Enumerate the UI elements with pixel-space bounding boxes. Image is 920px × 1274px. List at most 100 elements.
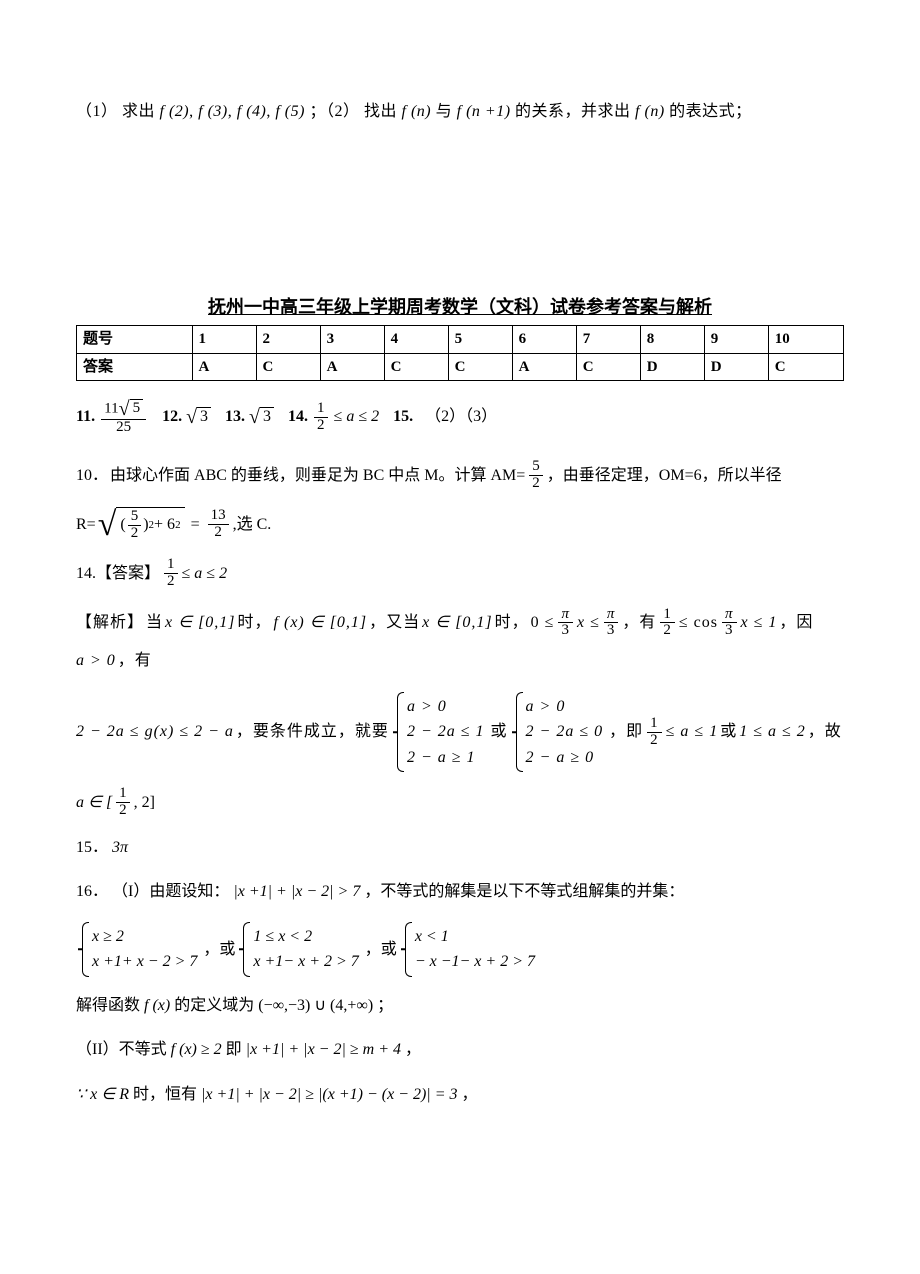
text: 求出 bbox=[122, 103, 155, 120]
radicand: 3 bbox=[197, 407, 211, 426]
text: ,选 C. bbox=[233, 507, 272, 542]
row: x +1+ x − 2 > 7 bbox=[92, 949, 197, 975]
expr: ≤ a ≤ 1 bbox=[666, 714, 719, 749]
expr: 1 ≤ a ≤ 2 bbox=[739, 714, 806, 749]
denominator: 3 bbox=[604, 623, 619, 639]
answer-cell: A bbox=[512, 353, 576, 381]
numerator: 1 bbox=[314, 401, 328, 418]
num: 13. bbox=[225, 405, 245, 429]
denominator: 25 bbox=[101, 420, 146, 436]
expr-f2: f (2) bbox=[160, 103, 190, 120]
expr: f (x) bbox=[144, 997, 174, 1014]
answer-cell: C bbox=[576, 353, 640, 381]
answer-cell: D bbox=[640, 353, 704, 381]
part1-label: （1） bbox=[76, 103, 118, 120]
brace-icon bbox=[78, 922, 88, 977]
frac-pi3-c: π 3 bbox=[722, 607, 737, 640]
brace-icon bbox=[401, 922, 411, 977]
expr: ∵ x ∈ R bbox=[76, 1086, 133, 1103]
brace-icon bbox=[239, 922, 249, 977]
solution-14-line3: a ∈ [ 1 2 , 2] bbox=[76, 786, 844, 819]
cases-body: 1 ≤ x < 2 x +1− x + 2 > 7 bbox=[249, 922, 360, 977]
text: ， bbox=[405, 1041, 421, 1058]
answer-cell: C bbox=[448, 353, 512, 381]
solution-16-domain: 解得函数 f (x) 的定义域为 (−∞,−3) ∪ (4,+∞) ； bbox=[76, 991, 844, 1021]
label: 10． bbox=[76, 458, 108, 493]
solution-16-last: ∵ x ∈ R 时，恒有 |x +1| + |x − 2| ≥ |(x +1) … bbox=[76, 1080, 844, 1110]
cases-body: a > 0 2 − 2a ≤ 1 2 − a ≥ 1 bbox=[403, 692, 487, 773]
text: 找出 bbox=[364, 103, 397, 120]
header-label: 题号 bbox=[77, 326, 193, 354]
numerator: 11√5 bbox=[101, 399, 146, 420]
row: x +1− x + 2 > 7 bbox=[253, 949, 358, 975]
expr-fn-2: f (n) bbox=[635, 103, 665, 120]
fill-answers-row: 11. 11√5 25 12. √3 13. √3 14. 1 2 ≤ a ≤ … bbox=[76, 399, 844, 436]
col-num: 4 bbox=[384, 326, 448, 354]
sep: ，或 bbox=[203, 932, 235, 967]
col-num: 1 bbox=[192, 326, 256, 354]
table-row: 答案 A C A C C A C D D C bbox=[77, 353, 844, 381]
text: ，又当 bbox=[369, 605, 420, 640]
numerator: π bbox=[722, 607, 737, 624]
text: ； bbox=[377, 997, 393, 1014]
numerator: 1 bbox=[660, 607, 675, 624]
col-num: 6 bbox=[512, 326, 576, 354]
col-num: 9 bbox=[704, 326, 768, 354]
page: （1） 求出 f (2), f (3), f (4), f (5) ；（2） 找… bbox=[0, 0, 920, 1164]
answer-key-title: 抚州一中高三年级上学期周考数学（文科）试卷参考答案与解析 bbox=[76, 294, 844, 321]
frac-res: 13 2 bbox=[208, 508, 229, 541]
denominator: 2 bbox=[660, 623, 675, 639]
label: 14.【答案】 bbox=[76, 556, 160, 591]
solution-16-line1: 16． （I）由题设知： |x +1| + |x − 2| > 7 ，不等式的解… bbox=[76, 877, 844, 907]
expr: a > 0 bbox=[76, 643, 116, 678]
table-row: 题号 1 2 3 4 5 6 7 8 9 10 bbox=[77, 326, 844, 354]
row: x < 1 bbox=[415, 924, 535, 950]
radicand: ( 5 2 )2 + 62 bbox=[116, 507, 184, 542]
text: 时， bbox=[495, 605, 529, 640]
sqrt: √5 bbox=[119, 399, 143, 419]
abs-expr: |x +1| + |x − 2| ≥ m + 4 bbox=[246, 1041, 401, 1058]
radical-icon: √ bbox=[119, 399, 130, 419]
numerator: 5 bbox=[128, 509, 142, 526]
expr: f (x) ∈ [0,1] bbox=[274, 605, 368, 640]
radicand: 3 bbox=[260, 407, 274, 426]
jiexi-label: 【解析】 bbox=[76, 605, 144, 640]
solution-16-part2: （II）不等式 f (x) ≥ 2 即 |x +1| + |x − 2| ≥ m… bbox=[76, 1035, 844, 1065]
row: a > 0 bbox=[407, 694, 485, 720]
sep: ，或 bbox=[365, 932, 397, 967]
expr-fn: f (n) bbox=[402, 103, 432, 120]
val: 3π bbox=[112, 839, 128, 856]
answer-cell: A bbox=[192, 353, 256, 381]
frac: 1 2 bbox=[164, 557, 178, 590]
answer-cell: C bbox=[768, 353, 843, 381]
denominator: 3 bbox=[722, 623, 737, 639]
frac: 1 2 bbox=[314, 401, 328, 434]
solution-10-line2: R= √ ( 5 2 )2 + 62 = 13 2 ,选 C. bbox=[76, 507, 844, 542]
row: x ≥ 2 bbox=[92, 924, 197, 950]
part2-label: （II）不等式 bbox=[76, 1041, 167, 1058]
col-num: 3 bbox=[320, 326, 384, 354]
text: 由球心作面 ABC 的垂线，则垂足为 BC 中点 M。计算 AM= bbox=[110, 458, 525, 493]
solution-10: 10． 由球心作面 ABC 的垂线，则垂足为 BC 中点 M。计算 AM= 5 … bbox=[76, 458, 844, 493]
item-12: 12. √3 bbox=[162, 405, 211, 429]
cases-2: 1 ≤ x < 2 x +1− x + 2 > 7 bbox=[239, 922, 360, 977]
radical-icon: √ bbox=[98, 508, 117, 542]
plus: + 6 bbox=[154, 507, 175, 542]
solution-14-line2: 2 − 2a ≤ g(x) ≤ 2 − a ，要条件成立，就要 a > 0 2 … bbox=[76, 692, 844, 773]
answer-cell: A bbox=[320, 353, 384, 381]
part2-label: ；（2） bbox=[309, 103, 359, 120]
denominator: 2 bbox=[529, 476, 543, 492]
text: 当 bbox=[146, 605, 163, 640]
numerator: 13 bbox=[208, 508, 229, 525]
expr: x ≤ bbox=[577, 605, 600, 640]
solution-15: 15． 3π bbox=[76, 833, 844, 863]
col-num: 7 bbox=[576, 326, 640, 354]
col-num: 8 bbox=[640, 326, 704, 354]
sqrt: √3 bbox=[249, 407, 274, 427]
numerator: π bbox=[604, 607, 619, 624]
text: ，有 bbox=[118, 643, 152, 678]
expr-fn1: f (n +1) bbox=[457, 103, 511, 120]
denominator: 2 bbox=[647, 733, 662, 749]
n: 11 bbox=[104, 400, 118, 416]
solution-14-line1: 【解析】 当 x ∈ [0,1] 时， f (x) ∈ [0,1] ，又当 x … bbox=[76, 605, 844, 677]
